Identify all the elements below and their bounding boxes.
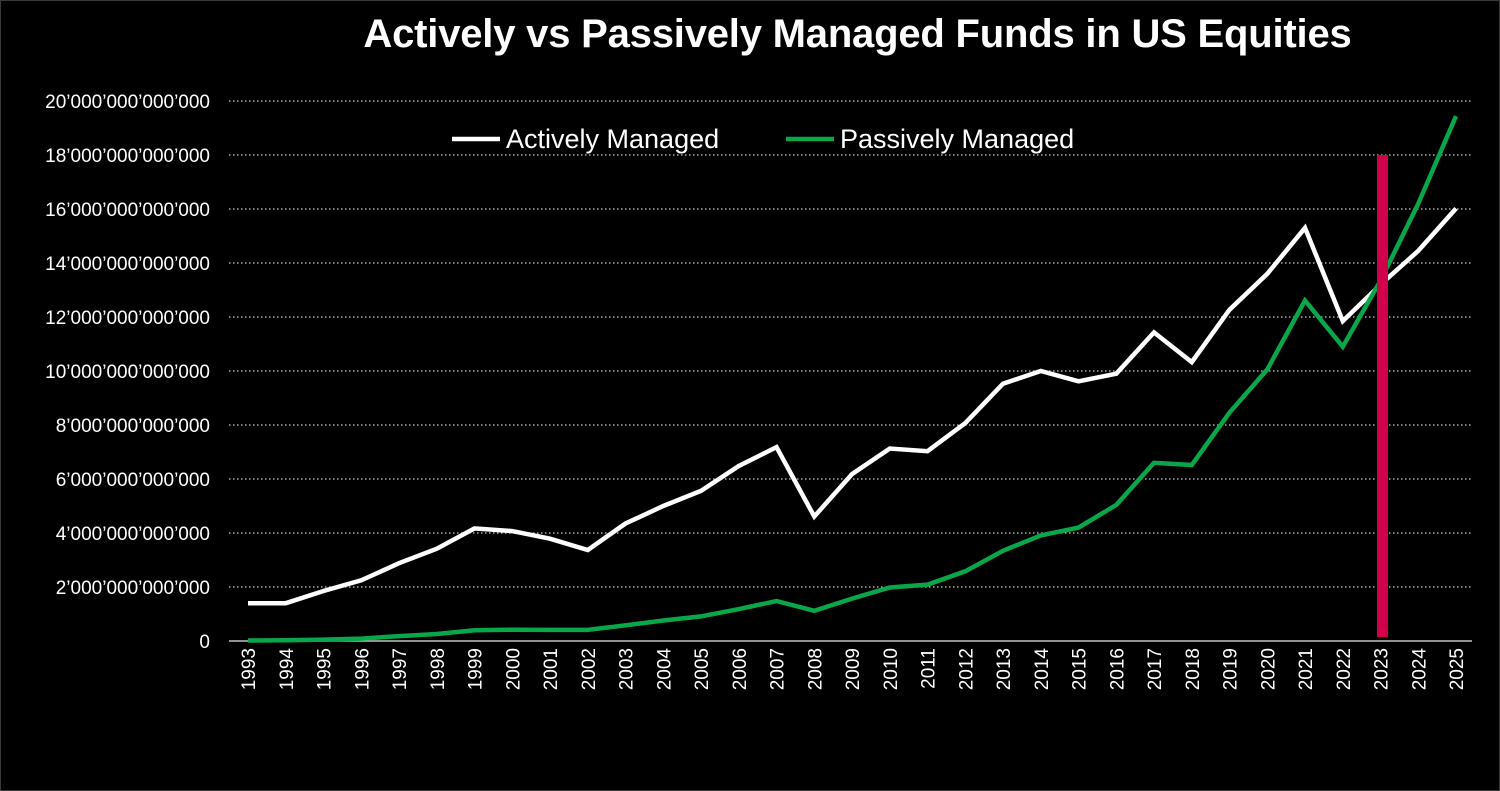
x-tick-label: 2002 <box>579 648 600 690</box>
x-tick-label: 2007 <box>768 648 789 690</box>
x-tick-label: 2017 <box>1145 648 1166 690</box>
x-tick-label: 2018 <box>1183 648 1204 690</box>
y-tick-label: 14’000’000’000’000 <box>45 254 210 275</box>
x-tick-label: 2010 <box>881 648 902 690</box>
x-tick-label: 2014 <box>1032 648 1053 691</box>
series-lines <box>247 115 1459 643</box>
x-tick-label: 2012 <box>956 648 977 690</box>
y-tick-label: 2’000’000’000’000 <box>56 578 210 599</box>
legend: Actively Managed Passively Managed <box>452 124 1074 154</box>
x-tick-label: 1993 <box>239 648 260 690</box>
series-line-actively-managed <box>248 207 1458 606</box>
x-tick-label: 2005 <box>692 648 713 690</box>
x-axis: 1993 1994 1995 1996 1997 1998 1999 2000 2001 2002… <box>239 648 1468 691</box>
x-tick-label: 2000 <box>503 648 524 690</box>
x-tick-label: 2016 <box>1107 648 1128 690</box>
y-tick-label: 16’000’000’000’000 <box>45 200 210 221</box>
y-tick-label: 6’000’000’000’000 <box>56 470 210 491</box>
x-tick-label: 2025 <box>1447 648 1468 690</box>
y-tick-label: 18’000’000’000’000 <box>45 146 210 167</box>
x-tick-label: 2011 <box>919 648 940 689</box>
x-tick-label: 2023 <box>1372 648 1393 690</box>
x-tick-label: 2008 <box>805 648 826 690</box>
y-tick-label: 0 <box>199 632 210 653</box>
annotations <box>1377 155 1388 637</box>
x-tick-label: 2006 <box>730 648 751 690</box>
x-tick-label: 2004 <box>654 648 675 691</box>
y-tick-label: 20’000’000’000’000 <box>45 92 210 113</box>
x-tick-label: 2020 <box>1258 648 1279 690</box>
x-tick-label: 2009 <box>843 648 864 690</box>
x-tick-label: 2003 <box>617 648 638 690</box>
chart-title: Actively vs Passively Managed Funds in U… <box>363 12 1352 56</box>
x-tick-label: 2019 <box>1221 648 1242 690</box>
x-tick-label: 1995 <box>315 648 336 690</box>
x-tick-label: 2001 <box>541 648 562 690</box>
y-tick-label: 8’000’000’000’000 <box>56 416 210 437</box>
y-tick-label: 12’000’000’000’000 <box>45 308 210 329</box>
x-tick-label: 2022 <box>1334 648 1355 690</box>
x-tick-label: 1997 <box>390 648 411 690</box>
x-tick-label: 1998 <box>428 648 449 690</box>
series-line-passively-managed <box>247 115 1459 643</box>
x-tick-label: 2015 <box>1070 648 1091 690</box>
y-tick-label: 4’000’000’000’000 <box>56 524 210 545</box>
highlight-bar-2023 <box>1377 155 1388 637</box>
legend-label: Actively Managed <box>506 124 719 154</box>
x-tick-label: 2024 <box>1409 648 1430 691</box>
x-tick-label: 2021 <box>1296 648 1317 690</box>
gridlines <box>229 100 1472 642</box>
y-axis: 0 2’000’000’000’000 4’000’000’000’000 6’000… <box>45 92 210 653</box>
x-tick-label: 2013 <box>994 648 1015 690</box>
x-tick-label: 1996 <box>352 648 373 690</box>
legend-label: Passively Managed <box>840 124 1074 154</box>
x-tick-label: 1994 <box>277 648 298 691</box>
y-tick-label: 10’000’000’000’000 <box>45 362 210 383</box>
x-tick-label: 1999 <box>466 648 487 690</box>
